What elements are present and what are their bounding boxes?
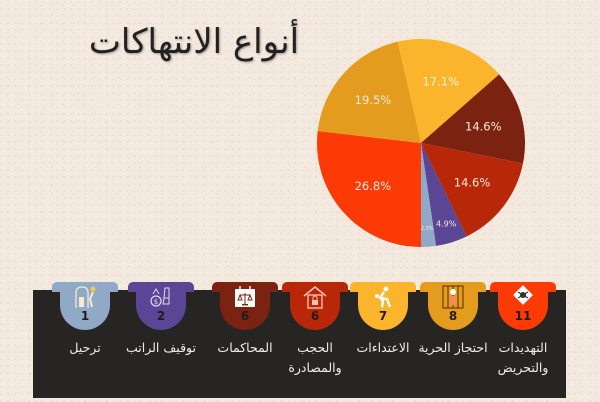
prison-icon [440,285,466,309]
category-badge: $ 2 [128,282,194,330]
category-label: المحاكمات [217,340,273,355]
category-assaults: 7 الاعتداءات [350,282,416,402]
category-label: التهديدات والتحريض [497,340,549,375]
category-count: 7 [378,309,388,323]
scales-calendar-icon [232,285,258,309]
category-count: 1 [80,309,90,323]
category-label: الحجب والمصادرة [288,340,342,375]
category-count: 8 [448,309,458,323]
pie-slice [317,41,421,143]
category-detention: 8 احتجاز الحرية [418,282,488,402]
slice-label: 4.9% [436,219,457,228]
pie-slice [397,38,500,143]
svg-text:$: $ [154,298,158,306]
pie-slice [317,130,422,247]
category-badge: 6 [282,282,348,330]
slice-label: 2.3% [421,226,434,232]
category-threats: 11 التهديدات والتحريض [490,282,556,402]
assault-icon [370,285,396,309]
category-label: توقيف الراتب [125,340,196,355]
money-bag-icon: $ [148,285,174,309]
slice-label: 14.6% [465,119,502,133]
category-label: احتجاز الحرية [418,340,488,355]
category-trials: 6 المحاكمات [212,282,278,402]
category-badge: 1 [52,282,118,330]
chart-title: أنواع الانتهاكات [88,22,300,62]
slice-label: 19.5% [355,93,392,107]
category-badge: 6 [212,282,278,330]
category-count: 2 [156,309,166,323]
pie-slice [421,143,437,247]
category-salary: $ 2 توقيف الراتب [126,282,196,402]
pie-slice [421,74,525,164]
category-deport: 1 ترحيل [52,282,118,402]
slice-label: 14.6% [454,175,491,189]
pie-slice [421,143,523,237]
category-label: الاعتداءات [356,340,410,355]
category-count: 6 [310,309,320,323]
slice-label: 26.8% [355,179,392,193]
pie-slice [421,143,467,246]
slice-label: 17.1% [422,75,459,89]
category-confiscation: 6 الحجب والمصادرة [282,282,348,402]
pie-chart: 17.1% 14.6% 14.6% 4.9%2.3% 26.8% 19.5% [317,38,525,247]
category-badge: 11 [490,282,556,330]
hazard-icon [510,285,536,309]
locked-house-icon [302,285,328,309]
category-count: 6 [240,309,250,323]
category-count: 11 [514,309,532,323]
deportation-icon [72,285,98,309]
category-label: ترحيل [69,340,101,355]
category-badge: 7 [350,282,416,330]
category-badge: 8 [420,282,486,330]
